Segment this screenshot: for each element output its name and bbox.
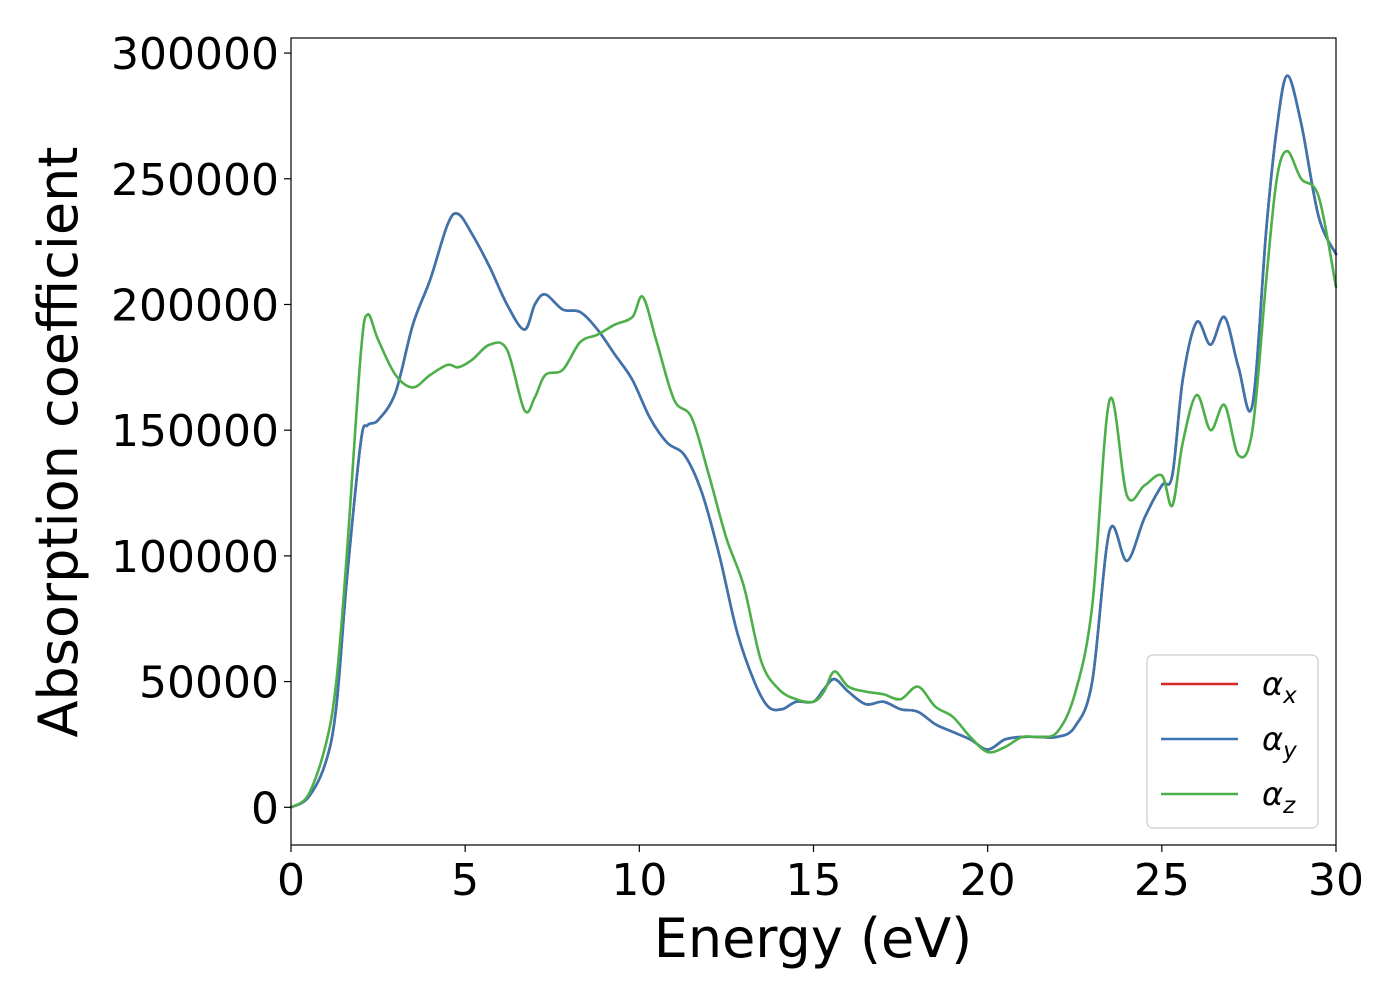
- y-tick-label: 100000: [111, 532, 279, 583]
- x-tick-label: 25: [1134, 855, 1190, 906]
- y-axis-label: Absorption coefficient: [27, 147, 90, 738]
- x-tick-label: 20: [960, 855, 1016, 906]
- y-tick-label: 150000: [111, 406, 279, 457]
- y-axis-ticks: 0 50000 100000 150000 200000 250000 300000: [111, 29, 291, 834]
- y-tick-label: 0: [251, 783, 279, 834]
- series-layer: [289, 74, 1338, 809]
- y-tick-label: 300000: [111, 29, 279, 80]
- x-tick-label: 10: [611, 855, 667, 906]
- y-tick-label: 200000: [111, 280, 279, 331]
- legend-label-x: αx: [1262, 665, 1297, 709]
- legend-box: [1146, 654, 1319, 829]
- y-tick-label: 250000: [111, 155, 279, 206]
- x-axis-ticks: 0 5 10 15 20 25 30: [277, 845, 1364, 906]
- series-line-z: [289, 149, 1338, 809]
- x-tick-label: 15: [786, 855, 842, 906]
- legend-label-z: αz: [1262, 775, 1296, 819]
- x-tick-label: 0: [277, 855, 305, 906]
- legend: αx αy αz: [1146, 654, 1319, 829]
- y-tick-label: 50000: [139, 658, 279, 709]
- x-axis-label: Energy (eV): [654, 907, 973, 970]
- legend-label-y: αy: [1262, 720, 1297, 764]
- x-tick-label: 5: [451, 855, 479, 906]
- x-tick-label: 30: [1308, 855, 1364, 906]
